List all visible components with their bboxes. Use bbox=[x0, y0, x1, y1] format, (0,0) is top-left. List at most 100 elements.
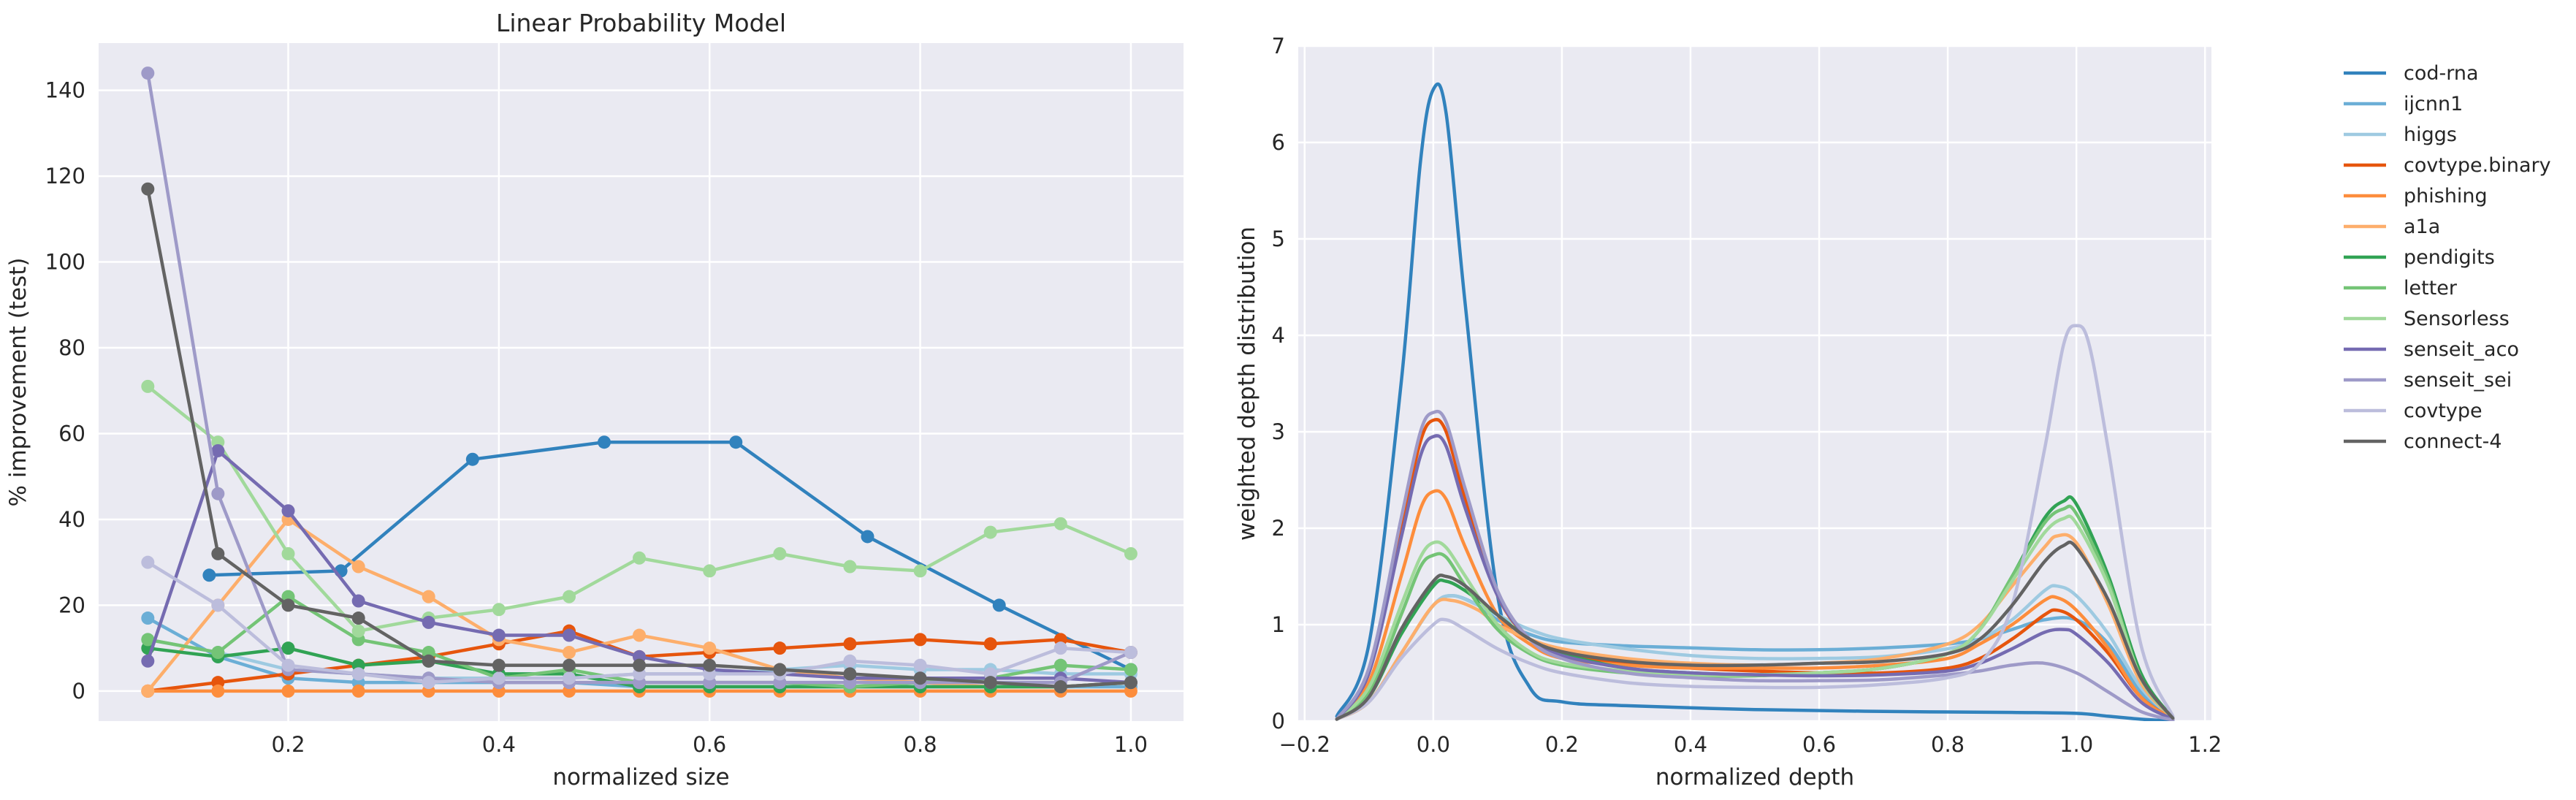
data-point-a1a bbox=[703, 641, 717, 655]
x-tick-label: 0.4 bbox=[482, 732, 516, 757]
y-axis-label: % improvement (test) bbox=[5, 258, 31, 507]
legend-label: phishing bbox=[2404, 185, 2488, 207]
legend-item-covtype: covtype bbox=[2344, 400, 2482, 422]
data-point-connect-4 bbox=[1124, 676, 1138, 690]
data-point-sensorless bbox=[633, 551, 647, 565]
data-point-covtype-binary bbox=[913, 633, 927, 647]
series-sensorless bbox=[141, 379, 1138, 638]
legend-label: senseit_aco bbox=[2404, 338, 2519, 361]
y-tick-label: 7 bbox=[1272, 34, 1285, 58]
data-point-connect-4 bbox=[843, 667, 857, 681]
data-point-sensorless bbox=[281, 546, 295, 560]
data-point-sensorless bbox=[843, 560, 857, 574]
data-point-cod-rna bbox=[465, 452, 479, 466]
legend-item-pendigits: pendigits bbox=[2344, 246, 2495, 269]
data-point-senseit-sei bbox=[141, 66, 155, 80]
data-point-covtype-binary bbox=[773, 641, 787, 655]
data-point-sensorless bbox=[773, 546, 787, 560]
data-point-letter bbox=[1053, 658, 1067, 672]
data-point-cod-rna bbox=[202, 568, 216, 582]
data-point-sensorless bbox=[563, 590, 576, 603]
data-point-connect-4 bbox=[422, 654, 435, 668]
y-tick-label: 80 bbox=[58, 335, 85, 360]
data-point-phishing bbox=[281, 684, 295, 698]
data-point-ijcnn1 bbox=[141, 612, 155, 625]
data-point-covtype bbox=[1053, 641, 1067, 655]
series-connect-4 bbox=[141, 182, 1138, 694]
y-tick-label: 120 bbox=[45, 164, 85, 188]
data-point-covtype bbox=[422, 676, 435, 690]
y-tick-label: 6 bbox=[1272, 130, 1285, 155]
data-point-connect-4 bbox=[703, 658, 717, 672]
left-chart-panel: 0.2 0.4 0.6 0.8 1.0 0 20 40 60 80 100 120 140 Linear … bbox=[5, 9, 1184, 791]
data-point-connect-4 bbox=[281, 598, 295, 612]
data-point-sensorless bbox=[492, 603, 506, 617]
data-point-sensorless bbox=[1053, 517, 1067, 530]
x-tick-label: 0.4 bbox=[1674, 732, 1707, 757]
data-point-cod-rna bbox=[729, 435, 743, 449]
grid bbox=[1298, 45, 2211, 723]
data-point-connect-4 bbox=[351, 612, 365, 625]
data-point-covtype bbox=[492, 671, 506, 685]
data-point-letter bbox=[141, 633, 155, 647]
data-point-covtype bbox=[281, 658, 295, 672]
data-point-connect-4 bbox=[983, 676, 997, 690]
data-point-covtype-binary bbox=[983, 637, 997, 651]
y-axis-label: weighted depth distribution bbox=[1234, 226, 1260, 541]
x-tick-label: 1.2 bbox=[2188, 732, 2222, 757]
legend-item-covtype-binary: covtype.binary bbox=[2344, 154, 2551, 177]
data-point-connect-4 bbox=[773, 663, 787, 677]
legend-label: higgs bbox=[2404, 123, 2457, 146]
legend-label: covtype bbox=[2404, 400, 2482, 422]
data-point-connect-4 bbox=[633, 658, 647, 672]
y-tick-label: 140 bbox=[45, 78, 85, 103]
data-point-sensorless bbox=[141, 379, 155, 393]
y-tick-label: 0 bbox=[72, 679, 85, 704]
y-tick-label: 40 bbox=[58, 507, 85, 532]
series-senseit-aco bbox=[1335, 434, 2175, 721]
data-point-covtype bbox=[563, 671, 576, 685]
legend-label: letter bbox=[2404, 277, 2458, 300]
series-line-cod-rna bbox=[207, 440, 1133, 671]
data-point-cod-rna bbox=[992, 598, 1006, 612]
legend-label: a1a bbox=[2404, 216, 2440, 238]
data-point-senseit-aco bbox=[351, 594, 365, 608]
data-point-sensorless bbox=[703, 564, 717, 578]
legend-item-senseit-aco: senseit_aco bbox=[2344, 338, 2519, 361]
y-tick-label: 4 bbox=[1272, 323, 1285, 348]
legend-label: connect-4 bbox=[2404, 430, 2502, 453]
x-tick-label: −0.2 bbox=[1279, 732, 1330, 757]
legend-label: covtype.binary bbox=[2404, 154, 2551, 177]
data-point-a1a bbox=[422, 590, 435, 603]
data-point-connect-4 bbox=[492, 658, 506, 672]
y-tick-label: 0 bbox=[1272, 709, 1285, 734]
legend-item-a1a: a1a bbox=[2344, 216, 2440, 238]
legend-label: cod-rna bbox=[2404, 62, 2479, 85]
data-point-covtype bbox=[913, 658, 927, 672]
series-line-phishing bbox=[1335, 489, 2175, 721]
y-tick-label: 2 bbox=[1272, 516, 1285, 541]
x-tick-label: 0.2 bbox=[1545, 732, 1579, 757]
data-point-senseit-aco bbox=[492, 628, 506, 642]
data-point-connect-4 bbox=[1053, 680, 1067, 694]
legend-item-sensorless: Sensorless bbox=[2344, 308, 2510, 330]
data-point-cod-rna bbox=[598, 435, 611, 449]
data-point-letter bbox=[211, 646, 225, 660]
legend-item-phishing: phishing bbox=[2344, 185, 2488, 207]
x-tick-label: 0.2 bbox=[271, 732, 305, 757]
series-line-higgs bbox=[1335, 584, 2175, 721]
y-tick-label: 1 bbox=[1272, 612, 1285, 637]
data-point-senseit-aco bbox=[211, 443, 225, 457]
data-point-sensorless bbox=[351, 624, 365, 638]
data-point-senseit-aco bbox=[563, 628, 576, 642]
data-point-a1a bbox=[633, 628, 647, 642]
data-point-phishing bbox=[211, 684, 225, 698]
x-tick-label: 0.0 bbox=[1417, 732, 1450, 757]
data-point-covtype bbox=[843, 654, 857, 668]
right-chart-panel: −0.2 0.0 0.2 0.4 0.6 0.8 1.0 1.2 0 1 2 3 4 5 6 7 normali… bbox=[1234, 34, 2222, 791]
data-point-connect-4 bbox=[141, 182, 155, 196]
legend-item-connect-4: connect-4 bbox=[2344, 430, 2502, 453]
y-tick-label: 3 bbox=[1272, 419, 1285, 444]
series-line-senseit-sei bbox=[1335, 409, 2175, 721]
